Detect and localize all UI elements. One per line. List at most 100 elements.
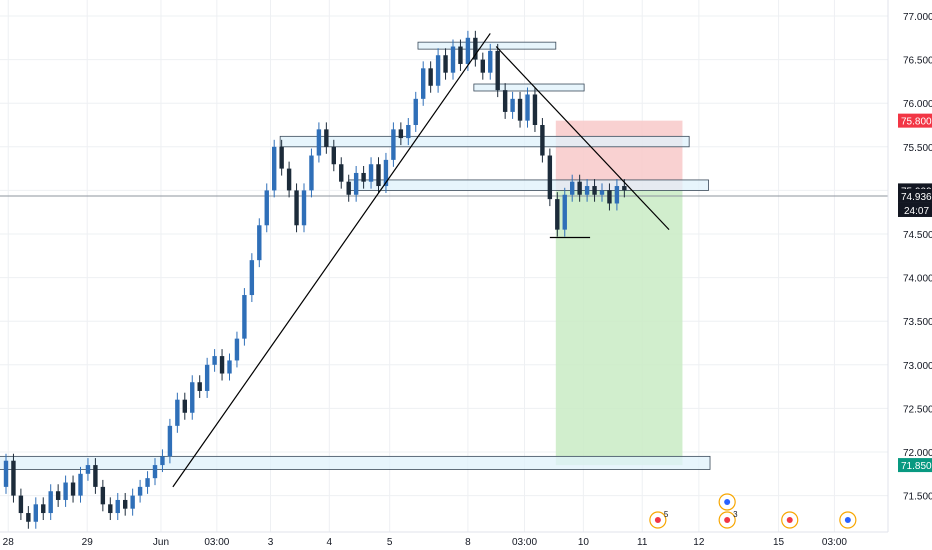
candle-body — [197, 382, 202, 391]
candle-body — [510, 98, 515, 112]
candle-body — [204, 364, 210, 391]
event-marker: 3 — [718, 510, 738, 529]
candle — [301, 183, 307, 233]
candle-body — [249, 260, 255, 296]
price-badge-text: 71.850 — [901, 461, 932, 472]
candle-body — [540, 125, 545, 156]
candle — [435, 48, 441, 93]
candles — [3, 30, 627, 529]
time-tick-label: 4 — [327, 537, 333, 548]
candle — [361, 165, 366, 189]
trendline — [172, 33, 491, 488]
zone-rectangle — [348, 179, 709, 191]
candle — [443, 48, 448, 80]
candle-body — [383, 159, 389, 187]
candle — [331, 139, 336, 172]
candle — [182, 392, 187, 420]
event-marker-dot — [654, 517, 661, 523]
zone-rectangle — [0, 455, 711, 470]
event-marker-dot — [724, 499, 731, 505]
candle-body — [294, 190, 299, 226]
candle — [607, 183, 612, 211]
candle — [562, 187, 567, 237]
time-tick-label: 03:00 — [822, 537, 847, 548]
candle-body — [130, 495, 135, 509]
candle-body — [353, 172, 359, 195]
price-axis[interactable]: 77.00076.50076.00075.50075.00074.50074.0… — [887, 0, 932, 550]
price-badge-text: 75.800 — [901, 117, 932, 128]
candle-body — [376, 164, 381, 187]
candle — [234, 331, 240, 368]
candle — [421, 61, 426, 106]
candle — [100, 479, 106, 512]
candle — [264, 183, 269, 233]
price-tick-label: 72.000 — [903, 448, 932, 459]
candle — [495, 43, 500, 98]
candle-body — [227, 360, 232, 374]
price-tick-label: 75.500 — [903, 143, 932, 154]
candle — [450, 39, 456, 80]
candle-body — [301, 190, 307, 226]
candle-body — [123, 499, 128, 509]
candle — [3, 453, 9, 494]
candle-body — [324, 129, 329, 147]
candle-body — [599, 190, 605, 195]
candle-body — [108, 504, 113, 514]
candle-body — [3, 460, 9, 487]
price-tick-label: 74.000 — [903, 274, 932, 285]
candle-body — [242, 295, 247, 339]
candle-body — [435, 55, 441, 86]
candle — [510, 91, 515, 119]
candle-body — [175, 399, 180, 426]
candle — [63, 475, 68, 507]
candle-body — [137, 486, 143, 496]
candle-body — [18, 495, 24, 514]
candle-body — [234, 338, 240, 361]
candle-body — [555, 199, 560, 230]
candle-body — [525, 94, 530, 121]
candle-body — [547, 155, 553, 200]
candle — [570, 174, 575, 202]
candle — [41, 497, 46, 521]
time-axis[interactable]: 28 29 Jun 03:00 3 4 5 8 03:00 10 11 12 15 03:00 — [0, 531, 888, 548]
candle-body — [562, 194, 567, 230]
candle — [346, 174, 351, 202]
price-label-badge: 74.936 — [898, 188, 932, 203]
time-tick-label: 29 — [82, 537, 94, 548]
candle — [555, 192, 560, 237]
candle-body — [584, 186, 590, 195]
price-badge-text: 74.936 — [901, 192, 932, 203]
candle-body — [78, 473, 83, 496]
candle-body — [279, 146, 284, 169]
candle — [391, 122, 396, 167]
candle-body — [480, 59, 485, 73]
candle — [115, 492, 120, 521]
event-marker — [718, 493, 736, 511]
time-tick-label: 03:00 — [512, 537, 537, 548]
price-tick-label: 72.500 — [903, 404, 932, 415]
candle — [78, 466, 83, 503]
candle — [26, 506, 31, 529]
candle — [517, 91, 523, 128]
candle — [108, 497, 113, 521]
candle — [614, 179, 620, 211]
candle-body — [70, 482, 76, 496]
candle-body — [41, 504, 46, 514]
price-badge-background — [898, 458, 932, 473]
candle — [145, 471, 150, 494]
time-tick-label: 28 — [3, 537, 15, 548]
candle — [473, 30, 478, 67]
candle-body — [577, 181, 582, 195]
candle-body — [488, 50, 493, 73]
candle — [488, 43, 493, 80]
candle — [309, 148, 314, 198]
candle-body — [11, 460, 16, 496]
candle — [324, 122, 329, 154]
event-marker-dot — [724, 517, 731, 523]
price-tick-label: 71.500 — [903, 492, 932, 503]
candle-body — [264, 190, 269, 226]
candle — [160, 449, 165, 473]
candle — [383, 152, 389, 194]
candle-body — [450, 46, 456, 73]
